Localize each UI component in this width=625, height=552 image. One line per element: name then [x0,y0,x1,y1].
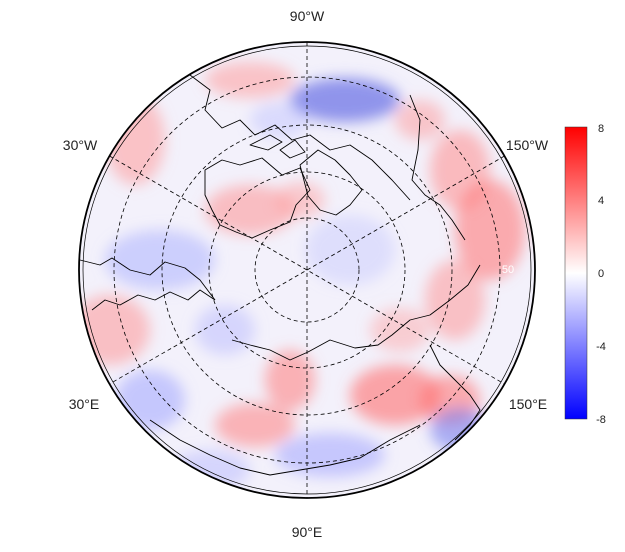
coastlines [79,74,481,476]
anomaly-blotch [265,350,315,410]
anomaly-blotch [275,182,325,218]
anomaly-blotch [350,365,440,425]
lon-label-upper-right: 150°W [506,137,549,153]
anomaly-blotch [195,305,255,355]
anomaly-blotch [425,260,485,340]
lon-label-upper-left: 30°W [63,137,98,153]
anomaly-blotch [105,230,215,290]
anomaly-blotch [215,403,295,447]
anomaly-blotch [305,215,395,285]
lon-label-top: 90°W [290,8,325,24]
lon-label-lower-right: 150°E [509,396,547,412]
anomaly-blotch [430,408,490,452]
map-boundary [78,41,536,499]
anomaly-blotch [115,370,185,430]
colorbar-tick-max: 8 [598,123,604,135]
colorbar-tick-0: 0 [598,268,604,280]
anomaly-blotch [105,95,165,185]
anomaly-blotch [290,78,400,122]
anomaly-blotch [455,180,525,280]
lon-label-bottom: 90°E [292,524,323,540]
colorbar-tick-minus4: -4 [596,341,606,353]
anomaly-blotch [275,433,385,477]
colorbar-tick-min: -8 [596,414,606,426]
colorbar-tick-4: 4 [598,195,604,207]
colorbar: 8 4 0 -4 -8 [564,123,606,426]
lat-label: 50 [502,264,514,276]
anomaly-blotch [370,308,430,352]
colorbar-gradient [564,126,588,420]
lon-label-lower-left: 30°E [69,396,100,412]
graticule [109,42,505,498]
anomaly-blotch [250,102,310,138]
anomaly-blotch [205,185,295,235]
anomaly-field [79,42,535,498]
anomaly-blotch [205,62,295,98]
